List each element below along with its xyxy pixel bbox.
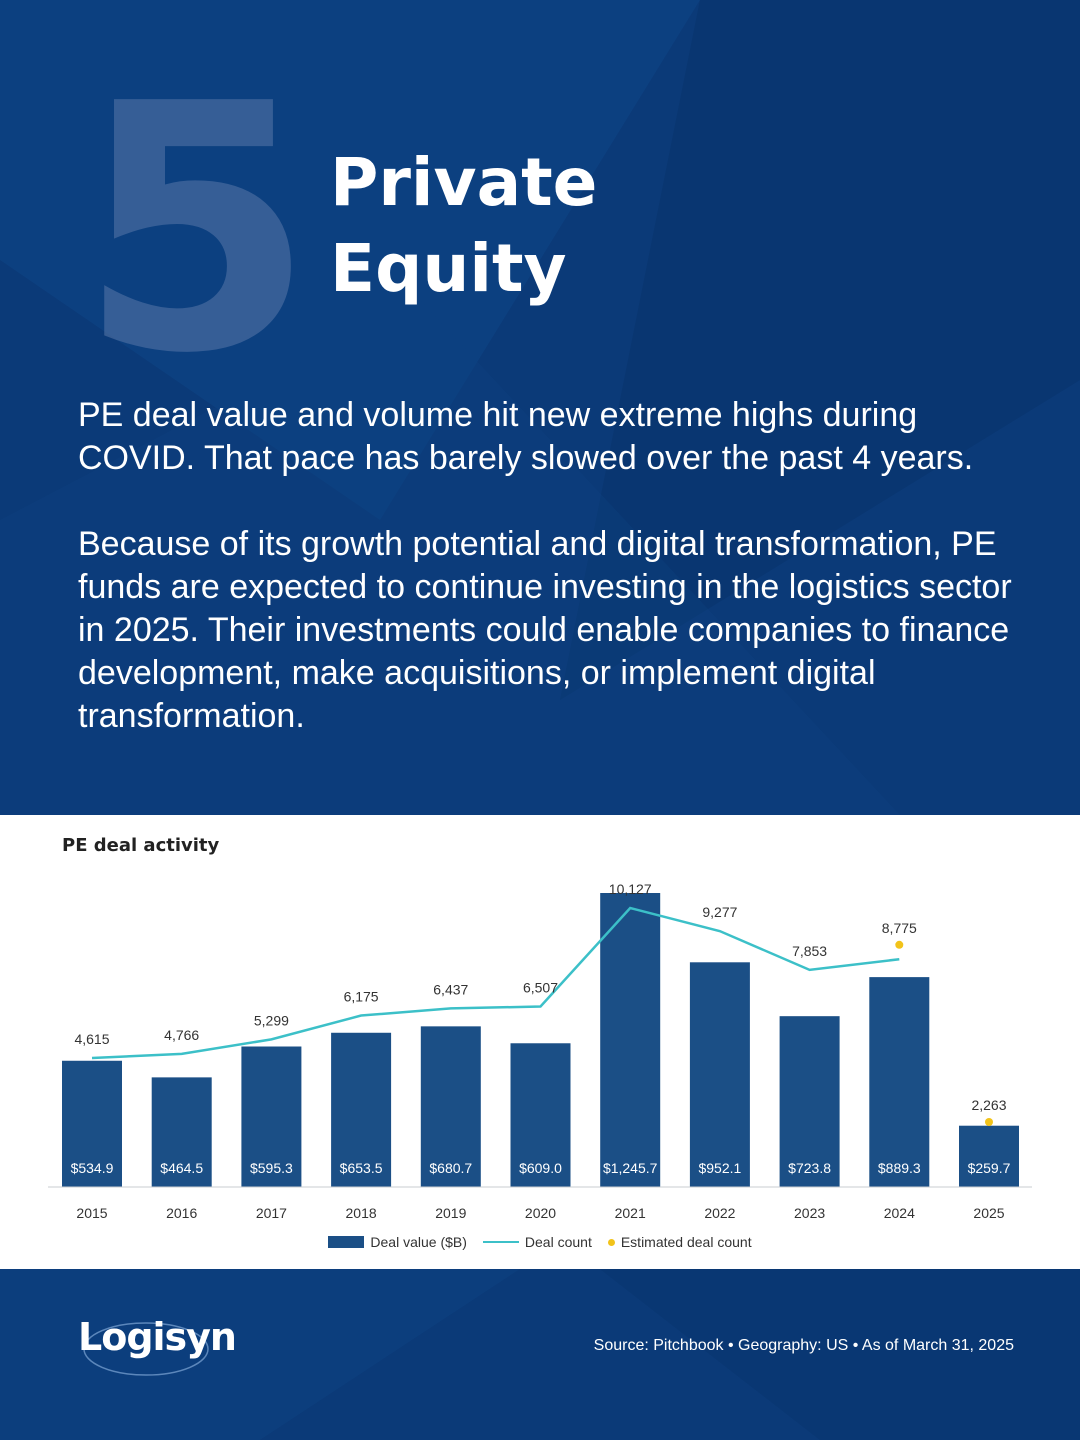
x-tick-2017: 2017 [256, 1205, 287, 1221]
deal-count-label-2021: 10,127 [609, 881, 652, 897]
bar-label-2019: $680.7 [429, 1160, 472, 1176]
pe-deal-activity-chart: $534.9 $464.5 $595.3 $653.5 $680.7 $609.0 $1,2… [48, 881, 1032, 1221]
estimated-label-2024: 8,775 [882, 920, 917, 936]
x-tick-2023: 2023 [794, 1205, 825, 1221]
bar-label-2020: $609.0 [519, 1160, 562, 1176]
bar-label-2016: $464.5 [160, 1160, 203, 1176]
x-tick-2019: 2019 [435, 1205, 466, 1221]
chart-title: PE deal activity [62, 835, 220, 856]
bar-2025 [959, 1125, 1019, 1187]
chart-panel: PE deal activity $534.9 $464.5 $595.3 $653.… [0, 815, 1080, 1269]
legend-label-deal-count: Deal count [524, 1234, 592, 1250]
legend-label-estimated: Estimated deal count [620, 1234, 752, 1250]
deal-count-label-2023: 7,853 [792, 943, 827, 959]
bar-label-2017: $595.3 [250, 1160, 293, 1176]
body-text: PE deal value and volume hit new extreme… [78, 394, 1038, 781]
legend-swatch-line [482, 1241, 519, 1243]
title-line-1: Private [330, 144, 598, 221]
x-tick-2015: 2015 [76, 1205, 107, 1221]
deal-count-label-2018: 6,175 [344, 989, 379, 1005]
legend-swatch-dot [607, 1238, 615, 1246]
x-tick-2016: 2016 [166, 1205, 197, 1221]
logo-swoosh-icon [83, 1322, 209, 1376]
body-paragraph-1: PE deal value and volume hit new extreme… [78, 396, 974, 477]
source-note: Source: Pitchbook • Geography: US • As o… [593, 1337, 1014, 1354]
bar-2017 [241, 1046, 302, 1187]
bar-2021 [600, 893, 661, 1187]
deal-count-line [91, 906, 900, 1060]
footer: Logisyn Source: Pitchbook • Geography: U… [0, 1269, 1080, 1440]
bar-2023 [779, 1016, 840, 1187]
page-title: Private Equity [330, 140, 597, 312]
bar-2019 [420, 1026, 481, 1187]
bar-label-2025: $259.7 [968, 1160, 1011, 1176]
x-tick-2024: 2024 [884, 1205, 915, 1221]
bar-label-2018: $653.5 [340, 1160, 383, 1176]
deal-count-label-2017: 5,299 [254, 1012, 289, 1028]
deal-count-label-2015: 4,615 [74, 1031, 109, 1047]
estimated-point-2024 [895, 940, 904, 949]
bar-label-2015: $534.9 [71, 1160, 114, 1176]
estimated-point-2025 [985, 1118, 993, 1127]
bar-2015 [62, 1060, 122, 1187]
legend-label-deal-value: Deal value ($B) [370, 1234, 467, 1250]
title-line-2: Equity [330, 230, 567, 307]
chart-legend: Deal value ($B) Deal count Estimated dea… [0, 1234, 1080, 1250]
legend-item-estimated: Estimated deal count [607, 1234, 752, 1250]
x-tick-2018: 2018 [346, 1205, 377, 1221]
deal-count-label-2022: 9,277 [702, 904, 737, 920]
legend-item-deal-count: Deal count [482, 1234, 592, 1250]
deal-count-label-2016: 4,766 [164, 1027, 199, 1043]
bar-2024 [869, 977, 930, 1187]
x-tick-2021: 2021 [615, 1205, 646, 1221]
section-number: 5 [78, 32, 315, 428]
x-tick-2025: 2025 [973, 1205, 1004, 1221]
legend-item-deal-value: Deal value ($B) [328, 1234, 467, 1250]
bar-label-2024: $889.3 [878, 1160, 921, 1176]
x-tick-2022: 2022 [704, 1205, 735, 1221]
deal-count-label-2019: 6,437 [433, 981, 468, 997]
bar-label-2021: $1,245.7 [603, 1160, 658, 1176]
bar-2018 [331, 1032, 392, 1187]
legend-swatch-bar [328, 1236, 365, 1248]
bar-2022 [689, 962, 750, 1187]
estimated-label-2025: 2,263 [971, 1097, 1006, 1113]
x-tick-2020: 2020 [525, 1205, 556, 1221]
logo-text: Logisyn [78, 1315, 237, 1359]
body-paragraph-2: Because of its growth potential and digi… [78, 525, 1012, 735]
bar-label-2022: $952.1 [698, 1160, 741, 1176]
bar-2020 [510, 1043, 571, 1187]
deal-count-label-2020: 6,507 [523, 980, 558, 996]
bar-2016 [151, 1077, 212, 1187]
bar-label-2023: $723.8 [788, 1160, 831, 1176]
